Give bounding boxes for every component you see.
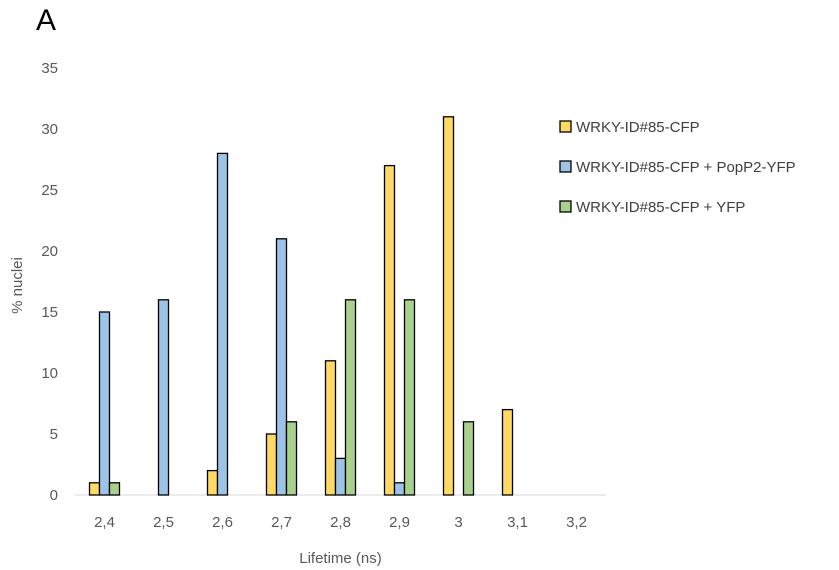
bar: [462, 421, 475, 496]
bar: [275, 238, 288, 496]
x-axis-ticks: 2,4 2,5 2,6 2,7 2,8 2,9 3 3,1 3,2: [94, 514, 587, 531]
y-tick-label: 0: [50, 487, 58, 504]
y-tick-label: 30: [41, 121, 58, 138]
y-tick-label: 25: [41, 182, 58, 199]
x-tick-label: 2,4: [94, 514, 115, 531]
bar: [393, 482, 406, 496]
bar: [108, 482, 121, 496]
bar: [383, 164, 396, 496]
legend-label: WRKY-ID#85-CFP + PopP2-YFP: [576, 159, 796, 176]
legend: WRKY-ID#85-CFP WRKY-ID#85-CFP + PopP2-YFP…: [559, 119, 796, 216]
legend-label: WRKY-ID#85-CFP + YFP: [576, 199, 745, 216]
x-axis-title: Lifetime (ns): [299, 550, 382, 567]
bar: [501, 408, 514, 496]
legend-label: WRKY-ID#85-CFP: [576, 119, 700, 136]
bar: [88, 482, 101, 496]
bars: [88, 116, 514, 496]
bar: [265, 433, 278, 496]
bar: [403, 299, 416, 496]
legend-swatch: [559, 120, 572, 133]
y-tick-label: 15: [41, 304, 58, 321]
bar: [442, 116, 455, 496]
y-axis-title: % nuclei: [9, 257, 26, 314]
bar: [216, 152, 229, 496]
bar: [206, 469, 219, 496]
y-axis-ticks: 0 5 10 15 20 25 30 35: [41, 60, 58, 504]
x-tick-label: 2,6: [212, 514, 233, 531]
bar: [324, 360, 337, 496]
x-tick-label: 2,5: [153, 514, 174, 531]
bar: [157, 299, 170, 496]
panel-label: A: [36, 4, 57, 37]
y-tick-label: 10: [41, 365, 58, 382]
x-tick-label: 3: [454, 514, 462, 531]
bar: [98, 311, 111, 496]
x-tick-label: 2,8: [330, 514, 351, 531]
legend-swatch: [559, 160, 572, 173]
y-tick-label: 35: [41, 60, 58, 77]
bar: [344, 299, 357, 496]
x-tick-label: 3,1: [507, 514, 528, 531]
y-tick-label: 20: [41, 243, 58, 260]
bar: [285, 421, 298, 496]
bar: [334, 457, 347, 496]
x-tick-label: 2,7: [271, 514, 292, 531]
x-tick-label: 3,2: [566, 514, 587, 531]
x-tick-label: 2,9: [389, 514, 410, 531]
legend-swatch: [559, 200, 572, 213]
y-tick-label: 5: [50, 426, 58, 443]
